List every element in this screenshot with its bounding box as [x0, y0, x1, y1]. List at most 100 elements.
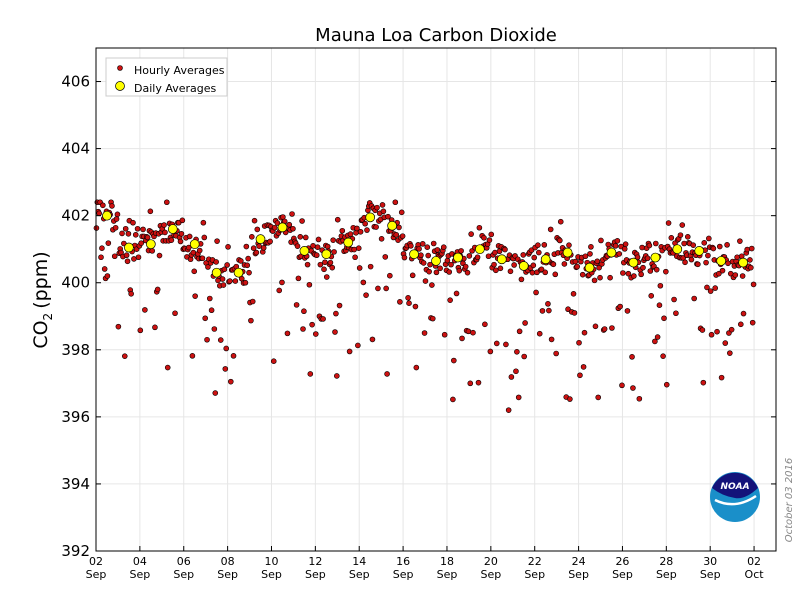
hourly-point	[138, 240, 145, 246]
daily-point	[540, 254, 551, 265]
hourly-point	[580, 364, 587, 370]
daily-point	[145, 239, 156, 250]
x-tick-month: Sep	[524, 568, 545, 581]
hourly-point	[375, 285, 381, 292]
hourly-point	[162, 229, 168, 236]
hourly-point	[267, 238, 273, 245]
hourly-point	[465, 328, 472, 335]
hourly-point	[284, 330, 291, 337]
hourly-point	[327, 259, 334, 266]
hourly-point	[111, 253, 118, 260]
hourly-point	[429, 282, 435, 288]
hourly-point	[302, 234, 309, 241]
hourly-point	[301, 308, 307, 315]
noaa-logo-top	[712, 472, 758, 499]
daily-point	[584, 262, 595, 273]
hourly-point	[208, 307, 215, 314]
daily-point	[496, 254, 507, 265]
daily-series	[102, 210, 748, 278]
x-tick-day: 12	[308, 555, 322, 568]
legend-hourly-marker	[117, 65, 123, 71]
x-tick-month: Sep	[568, 568, 589, 581]
hourly-point	[644, 255, 651, 262]
hourly-point	[652, 338, 658, 345]
hourly-point	[142, 307, 148, 313]
hourly-point	[100, 202, 106, 209]
hourly-point	[548, 336, 555, 343]
hourly-point	[409, 272, 416, 279]
hourly-point	[712, 285, 718, 291]
daily-point	[475, 244, 485, 255]
hourly-point	[297, 233, 304, 240]
daily-point	[167, 224, 178, 234]
daily-point	[343, 237, 354, 248]
hourly-point	[299, 218, 305, 224]
hourly-point	[149, 248, 155, 254]
hourly-point	[458, 248, 464, 254]
x-tick-month: Sep	[437, 568, 458, 581]
hourly-point	[488, 231, 495, 238]
hourly-point	[570, 290, 577, 297]
hourly-point	[567, 396, 573, 402]
hourly-point	[487, 348, 494, 355]
daily-point	[628, 257, 639, 268]
hourly-point	[493, 267, 499, 274]
hourly-point	[466, 253, 473, 259]
hourly-point	[294, 243, 301, 249]
hourly-point	[334, 373, 340, 379]
hourly-point	[447, 297, 453, 303]
hourly-point	[152, 324, 158, 331]
hourly-point	[121, 353, 128, 359]
hourly-point	[105, 240, 112, 246]
hourly-point	[238, 258, 244, 264]
hourly-series	[93, 199, 757, 413]
hourly-point	[594, 258, 601, 265]
hourly-point	[317, 261, 324, 268]
hourly-point	[380, 208, 387, 215]
hourly-point	[130, 219, 136, 226]
hourly-point	[425, 252, 432, 259]
hourly-point	[346, 348, 353, 355]
hourly-point	[725, 260, 731, 267]
x-tick-day: 14	[352, 555, 366, 568]
hourly-point	[493, 340, 500, 347]
daily-point	[255, 234, 266, 244]
hourly-point	[646, 242, 653, 249]
noaa-logo-text: NOAA	[720, 482, 749, 492]
hourly-point	[727, 350, 733, 356]
x-tick-month: Sep	[349, 568, 370, 581]
x-tick-day: 02	[747, 555, 761, 568]
hourly-point	[161, 222, 167, 228]
hourly-point	[557, 218, 564, 225]
hourly-point	[164, 199, 170, 206]
y-tick-label: 396	[61, 408, 90, 426]
daily-point	[431, 256, 441, 266]
hourly-point	[245, 255, 251, 262]
hourly-point	[270, 358, 277, 365]
hourly-point	[367, 263, 374, 270]
hourly-point	[232, 278, 239, 284]
hourly-point	[456, 267, 463, 274]
hourly-point	[622, 241, 629, 247]
hourly-point	[444, 257, 451, 264]
hourly-point	[114, 211, 121, 218]
hourly-point	[214, 238, 220, 244]
x-tick-month: Sep	[480, 568, 501, 581]
y-tick-label: 402	[61, 207, 90, 225]
hourly-point	[654, 334, 661, 340]
hourly-point	[453, 290, 460, 297]
hourly-point	[397, 299, 403, 305]
hourly-point	[671, 296, 677, 303]
x-tick-month: Sep	[700, 568, 721, 581]
hourly-point	[620, 270, 626, 276]
hourly-point	[640, 264, 646, 271]
hourly-point	[271, 224, 278, 231]
hourly-point	[429, 315, 436, 322]
hourly-point	[147, 208, 154, 215]
hourly-point	[387, 272, 393, 279]
x-tick-month: Sep	[656, 568, 677, 581]
hourly-point	[705, 252, 711, 259]
hourly-point	[470, 329, 476, 336]
hourly-point	[481, 234, 487, 241]
